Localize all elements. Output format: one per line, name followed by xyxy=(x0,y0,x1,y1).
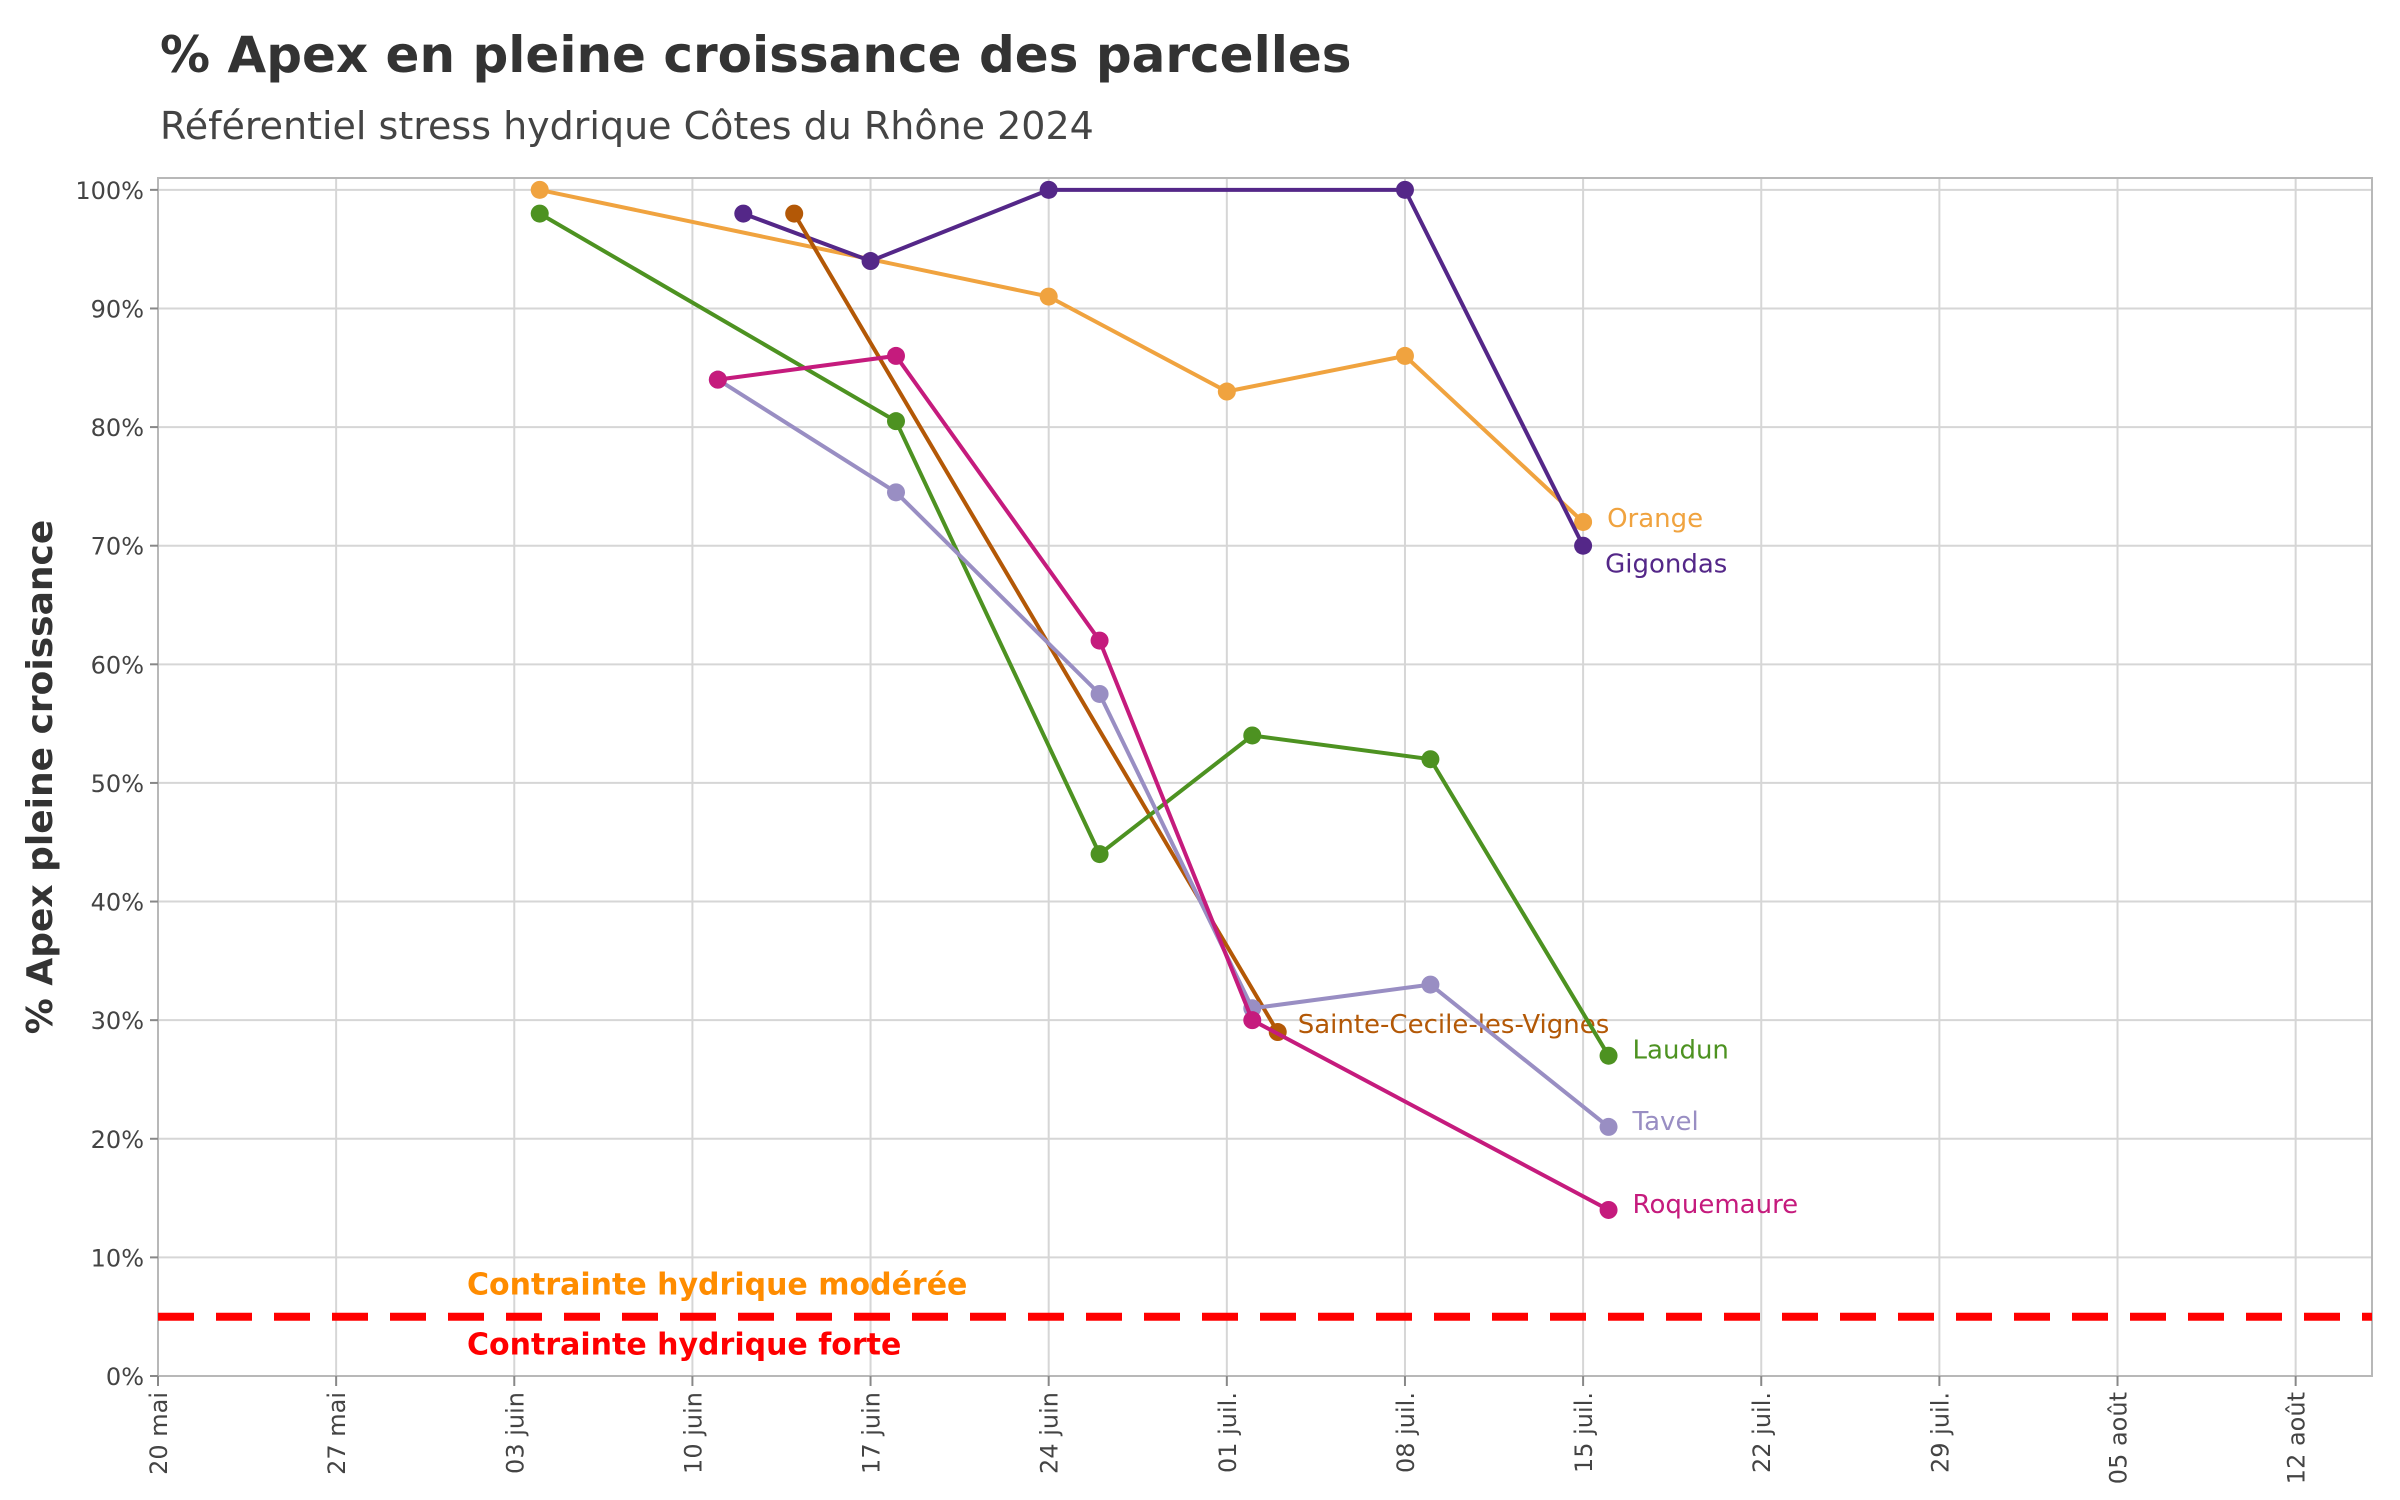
x-tick-label: 15 juil. xyxy=(1570,1392,1598,1473)
series-label-tavel: Tavel xyxy=(1632,1107,1699,1137)
data-point-orange xyxy=(1395,346,1414,365)
x-tick-label: 03 juin xyxy=(501,1392,529,1474)
plot-frame xyxy=(157,177,2373,1377)
y-tick-label: 10% xyxy=(91,1244,144,1272)
data-point-roquemaure xyxy=(1243,1011,1262,1030)
chart-subtitle: Référentiel stress hydrique Côtes du Rhô… xyxy=(160,104,1094,148)
data-point-gigondas xyxy=(1574,536,1593,555)
series-label-orange: Orange xyxy=(1607,504,1703,534)
data-point-orange xyxy=(1039,287,1058,306)
data-point-tavel xyxy=(1421,975,1440,994)
chart-title: % Apex en pleine croissance des parcelle… xyxy=(160,26,1352,84)
x-tick-label: 17 juin xyxy=(858,1392,886,1474)
data-point-tavel xyxy=(1599,1117,1618,1136)
data-point-orange xyxy=(1574,512,1593,531)
x-tick-label: 24 juin xyxy=(1036,1392,1064,1474)
y-tick-label: 50% xyxy=(91,770,144,798)
y-axis-label: % Apex pleine croissance xyxy=(20,520,61,1035)
x-tick-label: 01 juil. xyxy=(1214,1392,1242,1473)
x-tick-label: 12 août xyxy=(2283,1392,2311,1484)
data-point-roquemaure xyxy=(1090,631,1109,650)
series-line-orange xyxy=(539,187,1585,524)
data-point-orange xyxy=(1217,382,1236,401)
x-tick-label: 08 juil. xyxy=(1392,1392,1420,1473)
x-tick-label: 27 mai xyxy=(323,1392,351,1475)
x-tick-label: 22 juil. xyxy=(1748,1392,1776,1473)
data-point-tavel xyxy=(1090,684,1109,703)
series-label-roquemaure: Roquemaure xyxy=(1633,1190,1799,1220)
x-tick-label: 29 juil. xyxy=(1926,1392,1954,1473)
data-point-gigondas xyxy=(1039,180,1058,199)
y-tick-label: 90% xyxy=(91,295,144,323)
data-point-laudun xyxy=(1243,726,1262,745)
data-point-tavel xyxy=(887,483,905,502)
data-point-laudun xyxy=(887,412,905,431)
y-tick-label: 70% xyxy=(91,533,144,561)
series-label-sainte-cecile-les-vignes: Sainte-Cecile-les-Vignes xyxy=(1298,1010,1610,1040)
data-point-gigondas xyxy=(861,252,880,271)
y-tick-label: 100% xyxy=(75,177,144,205)
data-point-laudun xyxy=(1421,750,1440,769)
data-point-laudun xyxy=(530,204,549,223)
series-line-gigondas xyxy=(742,187,1585,547)
data-point-laudun xyxy=(1599,1046,1618,1065)
x-tick-label: 10 juin xyxy=(679,1392,707,1474)
data-point-roquemaure xyxy=(887,346,905,365)
data-point-gigondas xyxy=(1395,180,1414,199)
data-point-roquemaure xyxy=(1599,1200,1618,1219)
y-tick-label: 0% xyxy=(106,1363,144,1391)
x-tick-label: 05 août xyxy=(2105,1392,2133,1484)
data-point-orange xyxy=(530,180,549,199)
series-label-gigondas: Gigondas xyxy=(1605,550,1727,580)
y-tick-label: 40% xyxy=(91,889,144,917)
y-tick-label: 80% xyxy=(91,414,144,442)
data-point-sainte-cecile-les-vignes xyxy=(785,204,804,223)
series-line-tavel xyxy=(716,377,1610,1129)
y-tick-label: 20% xyxy=(91,1126,144,1154)
threshold-label-moderate: Contrainte hydrique modérée xyxy=(467,1268,967,1303)
x-tick-label: 20 mai xyxy=(145,1392,173,1475)
threshold-label-strong: Contrainte hydrique forte xyxy=(467,1328,901,1363)
data-point-gigondas xyxy=(734,204,753,223)
series-line-laudun xyxy=(538,211,1611,1057)
y-tick-label: 60% xyxy=(91,651,144,679)
data-point-laudun xyxy=(1090,845,1109,864)
data-point-roquemaure xyxy=(708,370,727,389)
series-label-laudun: Laudun xyxy=(1633,1036,1729,1066)
y-tick-label: 30% xyxy=(91,1007,144,1035)
